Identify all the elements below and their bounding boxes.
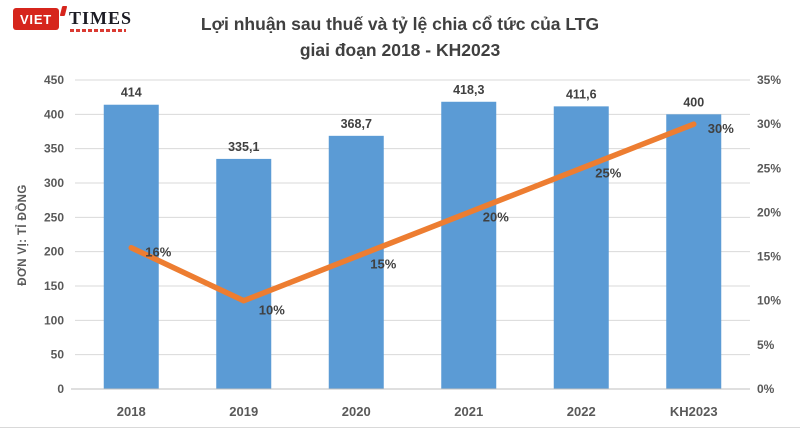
bar-value-label: 400 [683, 95, 704, 109]
chart-title-line2: giai đoạn 2018 - KH2023 [299, 40, 501, 60]
logo-times-block: TIMES [69, 8, 132, 32]
left-axis-tick: 0 [57, 382, 64, 396]
category-label: 2018 [117, 404, 146, 419]
line-point-label: 10% [259, 303, 285, 318]
left-axis-tick: 450 [44, 73, 64, 87]
right-axis-tick: 15% [757, 250, 781, 264]
chart-title-line1: Lợi nhuận sau thuế và tỷ lệ chia cổ tức … [200, 14, 600, 34]
right-axis-tick: 5% [757, 338, 775, 352]
category-label: KH2023 [670, 404, 718, 419]
right-axis-tick: 35% [757, 73, 781, 87]
left-axis-title: ĐƠN VỊ: TỈ ĐỒNG [16, 184, 29, 285]
bar-value-label: 418,3 [453, 83, 484, 97]
bar-2022 [553, 106, 609, 390]
bar-2019 [216, 158, 272, 389]
bar-value-label: 414 [121, 86, 142, 100]
right-axis-tick: 25% [757, 161, 781, 175]
line-point-label: 30% [708, 121, 734, 136]
left-axis-tick: 50 [51, 348, 65, 362]
line-point-label: 20% [483, 209, 509, 224]
left-axis-tick: 200 [44, 245, 64, 259]
right-axis-tick: 0% [757, 382, 775, 396]
right-axis-tick: 30% [757, 117, 781, 131]
left-axis-tick: 300 [44, 176, 64, 190]
line-point-label: 16% [145, 245, 171, 260]
right-axis-tick: 10% [757, 294, 781, 308]
dividend-line [128, 121, 697, 304]
viettimes-logo: VIET TIMES [13, 6, 132, 32]
logo-viet-text: VIET [19, 11, 53, 27]
left-axis-tick: 100 [44, 313, 64, 327]
logo-apostrophe-icon [59, 6, 68, 16]
category-label: 2020 [342, 404, 371, 419]
right-axis-tick: 20% [757, 205, 781, 219]
logo-viet-box: VIET [13, 8, 59, 30]
left-axis-tick: 150 [44, 279, 64, 293]
left-axis-tick: 350 [44, 142, 64, 156]
left-axis-tick: 250 [44, 210, 64, 224]
bar-value-label: 411,6 [566, 87, 597, 101]
chart-title: Lợi nhuận sau thuế và tỷ lệ chia cổ tức … [0, 11, 800, 63]
category-label: 2021 [454, 404, 483, 419]
bar-2021 [441, 101, 497, 389]
logo-times-text: TIMES [69, 8, 133, 28]
bar-value-label: 368,7 [341, 117, 372, 131]
category-label: 2019 [229, 404, 258, 419]
line-point-label: 15% [370, 257, 396, 272]
bar-value-label: 335,1 [228, 140, 259, 154]
line-point-label: 25% [595, 165, 621, 180]
category-label: 2022 [567, 404, 596, 419]
bar-KH2023 [666, 114, 722, 389]
left-axis-tick: 400 [44, 107, 64, 121]
logo-tagline-decoration [70, 29, 126, 32]
